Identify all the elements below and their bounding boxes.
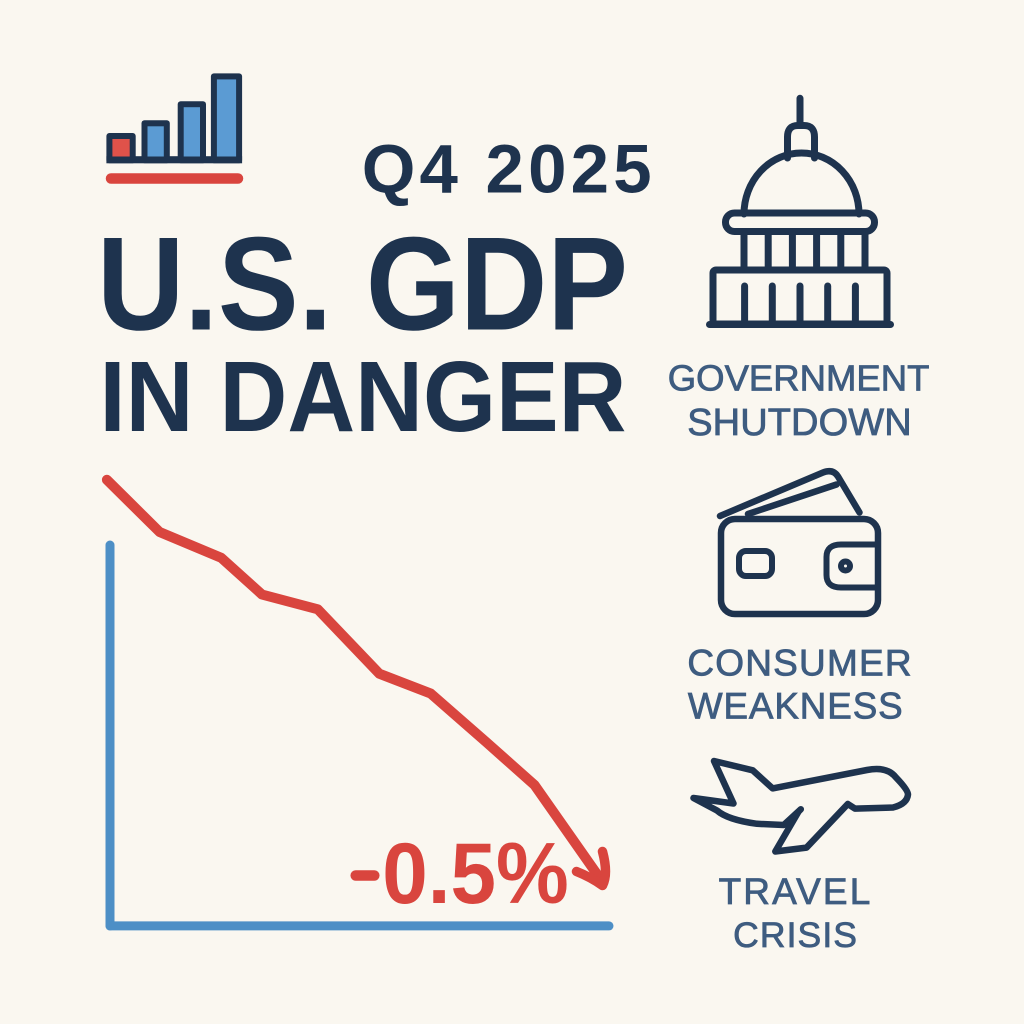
svg-text:0.5%: 0.5% — [382, 826, 569, 922]
svg-text:Q4 2025: Q4 2025 — [362, 131, 656, 208]
svg-text:TRAVEL: TRAVEL — [719, 871, 873, 912]
svg-text:SHUTDOWN: SHUTDOWN — [687, 402, 912, 444]
svg-text:IN DANGER: IN DANGER — [100, 341, 627, 453]
svg-text:CONSUMER: CONSUMER — [687, 643, 912, 684]
svg-text:WEAKNESS: WEAKNESS — [688, 686, 904, 727]
svg-text:U.S. GDP: U.S. GDP — [97, 211, 628, 359]
svg-text:GOVERNMENT: GOVERNMENT — [668, 357, 930, 398]
svg-text:CRISIS: CRISIS — [733, 915, 858, 955]
